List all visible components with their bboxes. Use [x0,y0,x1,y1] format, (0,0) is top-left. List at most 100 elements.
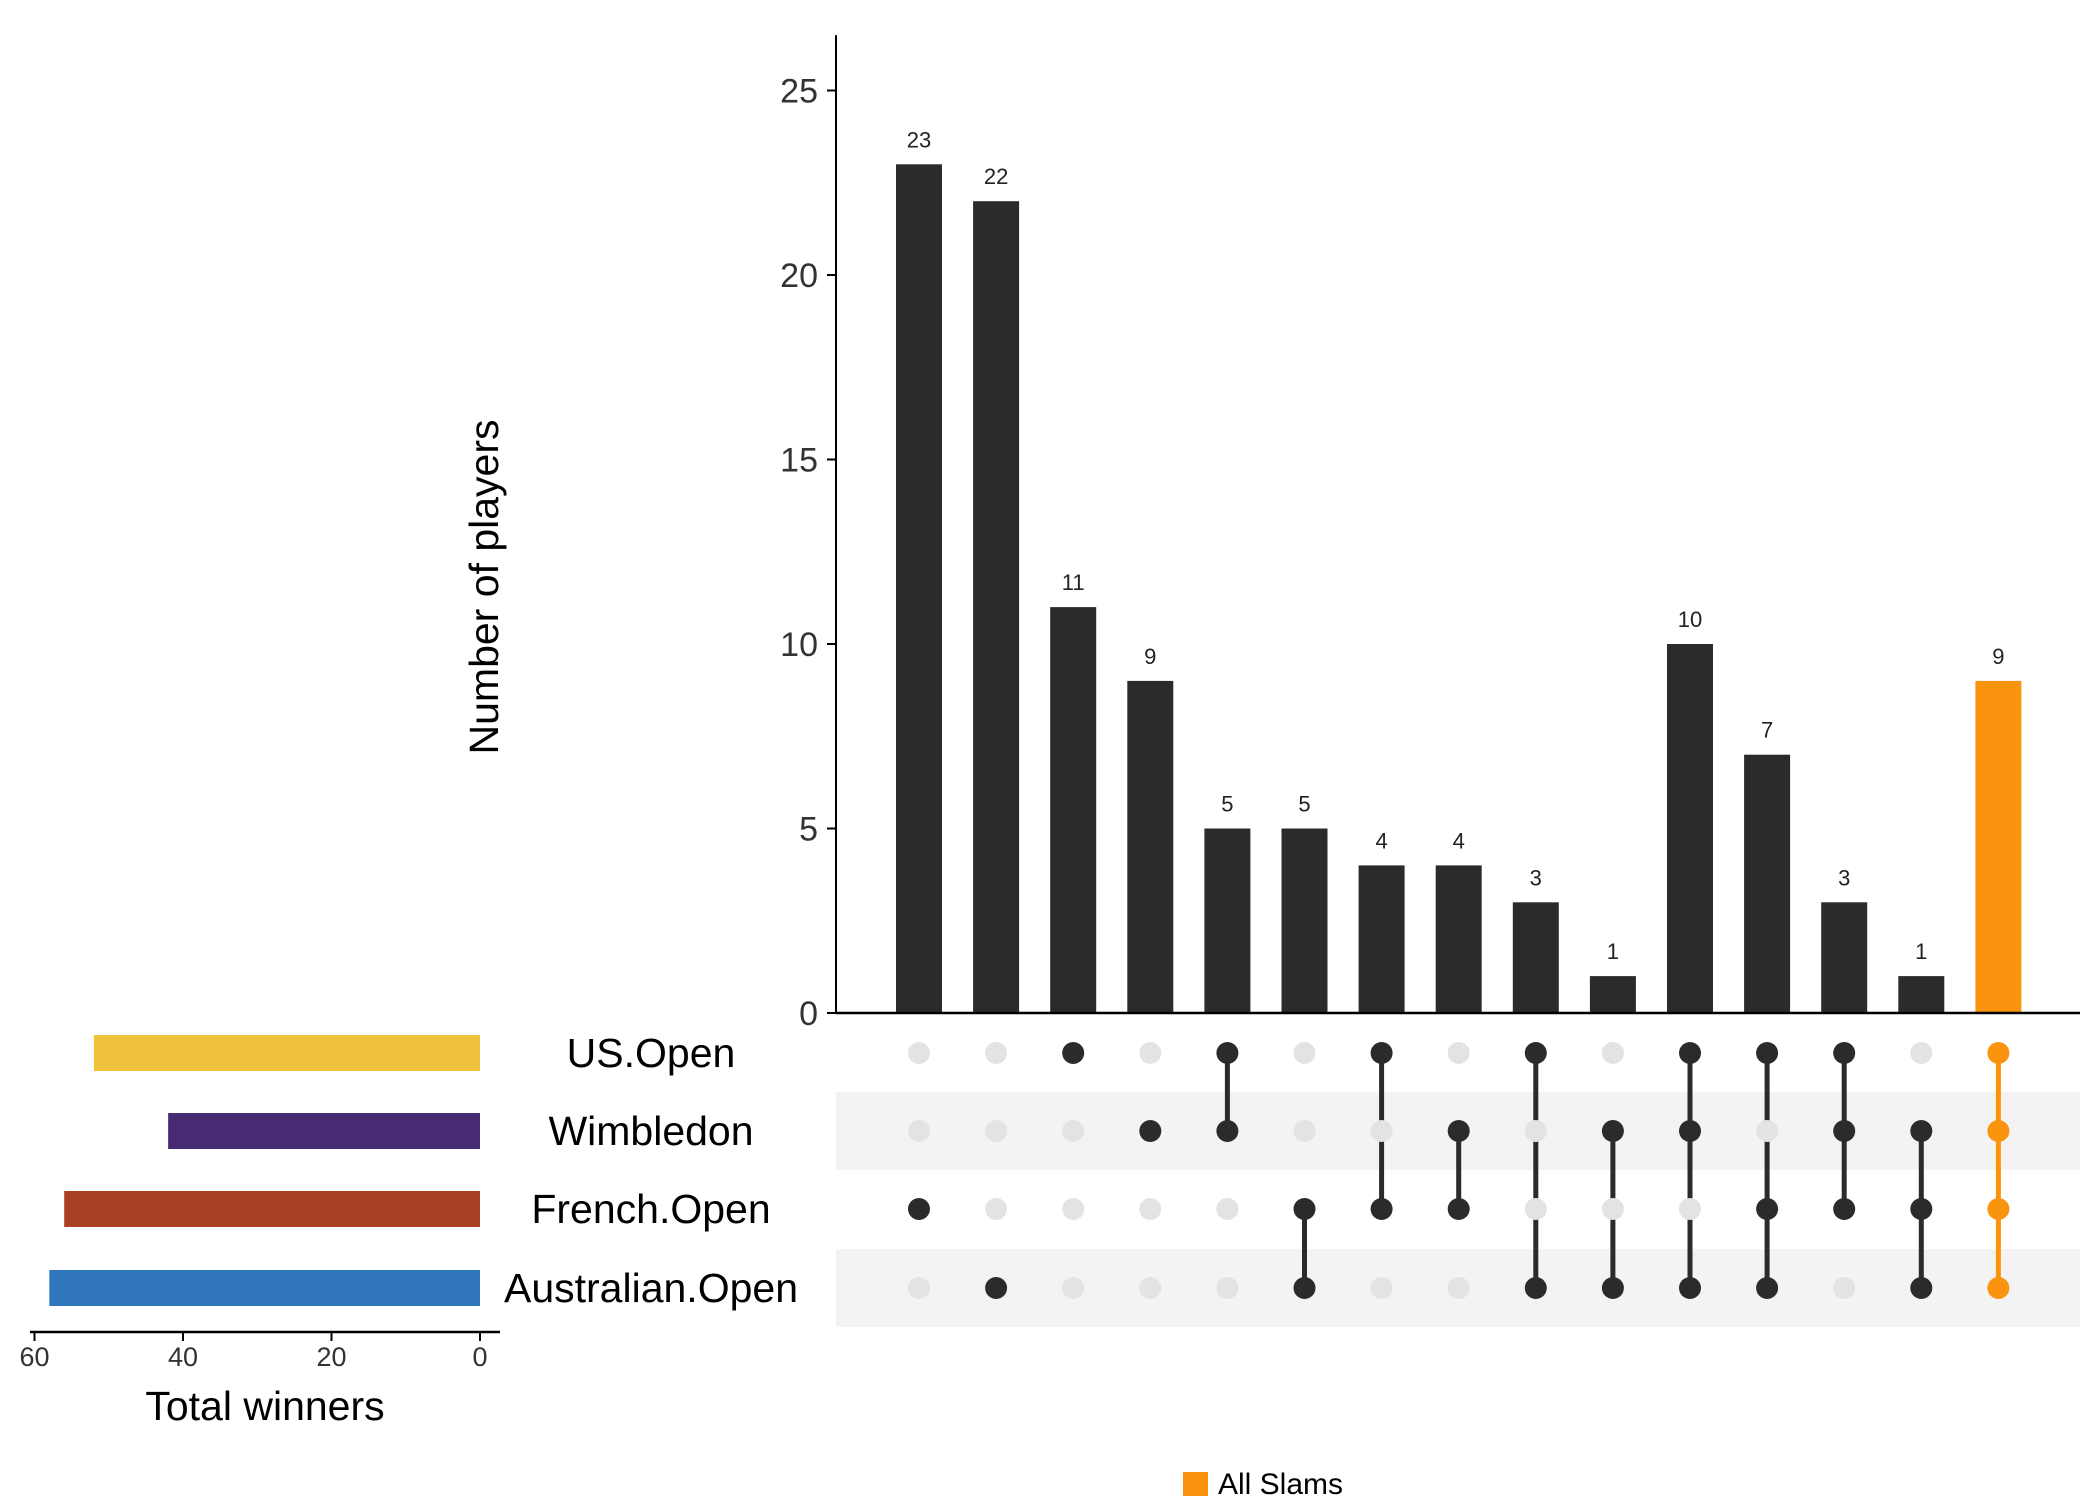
y-axis-title: Number of players [461,420,507,755]
bar-value-label: 7 [1761,718,1773,743]
intersection-bar [1821,902,1868,1013]
set-size-bar [93,1035,481,1071]
bar-value-label: 1 [1915,939,1927,964]
matrix-dot-inactive [1524,1198,1547,1220]
intersection-bar [1898,976,1945,1013]
matrix-dot-inactive [1139,1198,1162,1220]
set-label: Wimbledon [548,1108,753,1154]
matrix-dot-active [1987,1277,2010,1299]
matrix-dot-active [1216,1120,1239,1142]
matrix-dot-inactive [1370,1120,1393,1142]
matrix-dot-inactive [1062,1277,1085,1299]
bar-value-label: 10 [1678,607,1702,632]
intersection-bar [973,201,1020,1013]
matrix-dot-inactive [1447,1277,1470,1299]
matrix-dot-active [1910,1277,1933,1299]
y-tick-label: 10 [780,626,818,664]
set-label: US.Open [567,1030,736,1076]
legend-label: All Slams [1218,1468,1343,1500]
intersection-bar [1512,902,1559,1013]
matrix-dot-inactive [1293,1120,1316,1142]
bar-value-label: 11 [1062,570,1085,595]
matrix-dot-active [1601,1277,1624,1299]
matrix-dot-active [1987,1042,2010,1064]
legend: All Slams [1183,1468,1343,1500]
matrix-dot-active [1447,1198,1470,1220]
matrix-dot-active [1062,1042,1085,1064]
bar-value-label: 23 [907,127,931,152]
matrix-dot-active [1910,1198,1933,1220]
intersection-bar [1281,828,1328,1013]
matrix-dot-active [1756,1277,1779,1299]
intersection-bar [1975,680,2022,1013]
intersection-bar [1589,976,1636,1013]
bar-value-label: 5 [1221,792,1233,817]
dot-matrix [908,1042,2010,1299]
matrix-dot-inactive [1370,1277,1393,1299]
matrix-dot-active [1756,1198,1779,1220]
y-tick-label: 15 [780,442,818,480]
matrix-dot-inactive [1062,1198,1085,1220]
bar-value-label: 1 [1607,939,1619,964]
bar-value-label: 9 [1992,644,2004,669]
matrix-dot-inactive [1062,1120,1085,1142]
bar-value-label: 22 [984,164,1008,189]
intersection-bar [1127,680,1174,1013]
bar-value-label: 4 [1453,828,1465,853]
set-label: French.Open [531,1186,770,1232]
set-size-tick-label: 20 [316,1342,346,1372]
matrix-dot-inactive [1756,1120,1779,1142]
set-label: Australian.Open [504,1265,798,1311]
matrix-dot-active [1679,1120,1701,1142]
matrix-dot-active [1139,1120,1162,1142]
matrix-dot-inactive [985,1120,1008,1142]
matrix-dot-active [1370,1042,1393,1064]
matrix-dot-inactive [1679,1198,1701,1220]
bar-value-label: 3 [1530,865,1542,890]
set-size-axis: 60 40 20 0 [19,1330,500,1372]
bar-value-label: 4 [1375,828,1387,853]
set-size-bar [64,1191,480,1227]
matrix-dot-inactive [1601,1042,1624,1064]
matrix-dot-active [1370,1198,1393,1220]
set-size-bar [49,1270,480,1306]
matrix-dot-active [908,1198,930,1220]
matrix-dot-inactive [985,1042,1008,1064]
intersection-bar [1744,754,1791,1013]
matrix-dot-active [1293,1198,1316,1220]
matrix-dot-active [1833,1042,1856,1064]
matrix-dot-inactive [1601,1198,1624,1220]
matrix-dot-inactive [908,1120,930,1142]
matrix-dot-inactive [908,1277,930,1299]
y-tick-label: 25 [780,73,818,111]
matrix-dot-active [1910,1120,1933,1142]
set-labels: US.Open Wimbledon French.Open Australian.Op… [504,1030,798,1311]
matrix-dot-active [1679,1042,1701,1064]
matrix-dot-active [1987,1120,2010,1142]
matrix-dot-inactive [985,1198,1008,1220]
main-bars-layer: 23 22 11 9 5 5 4 4 3 1 10 7 3 1 9 [896,127,2022,1014]
matrix-dot-active [1524,1277,1547,1299]
matrix-dot-active [1293,1277,1316,1299]
y-tick-label: 0 [799,995,818,1033]
matrix-dot-inactive [1447,1042,1470,1064]
matrix-dot-inactive [1139,1277,1162,1299]
matrix-dot-inactive [1524,1120,1547,1142]
set-size-tick-label: 40 [168,1342,198,1372]
matrix-dot-inactive [1833,1277,1856,1299]
matrix-dot-active [1216,1042,1239,1064]
matrix-dot-inactive [1139,1042,1162,1064]
set-size-bars [49,1035,481,1306]
matrix-dot-inactive [1293,1042,1316,1064]
matrix-dot-active [1447,1120,1470,1142]
set-size-bar [168,1113,480,1149]
intersection-bar [896,164,942,1014]
intersection-bar [1435,865,1482,1013]
matrix-dot-active [1679,1277,1701,1299]
matrix-dot-inactive [1216,1277,1239,1299]
matrix-dot-active [1833,1198,1856,1220]
bar-value-label: 9 [1144,644,1156,669]
matrix-dot-active [985,1277,1008,1299]
